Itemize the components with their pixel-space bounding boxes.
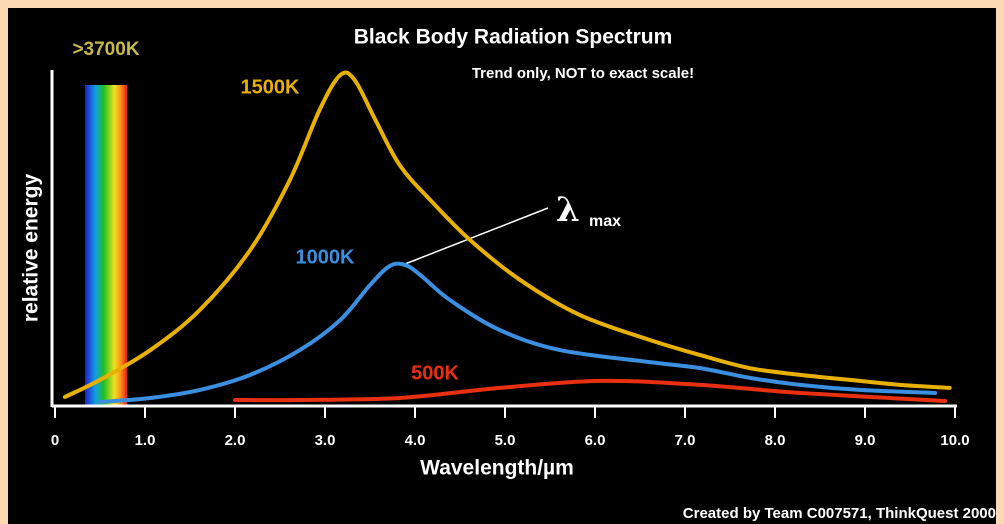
series-label: 1000K	[296, 246, 355, 268]
credit: Created by Team C007571, ThinkQuest 2000	[683, 505, 996, 522]
curve	[62, 70, 952, 399]
series-label: 1500K	[241, 76, 300, 98]
x-tick-label: 8.0	[765, 432, 786, 449]
x-axis-label: Wavelength/µm	[420, 457, 574, 480]
x-tick-label: 9.0	[855, 432, 876, 449]
chart-title: Black Body Radiation Spectrum	[354, 26, 673, 49]
y-axis-label: relative energy	[20, 174, 43, 323]
x-tick-label: 2.0	[225, 432, 246, 449]
x-tick-label: 3.0	[315, 432, 336, 449]
x-tick-label: 4.0	[405, 432, 426, 449]
x-tick-label: 10.0	[940, 432, 969, 449]
series-label: 500K	[411, 362, 459, 384]
visible-spectrum	[85, 85, 127, 405]
x-tick-label: 5.0	[495, 432, 516, 449]
x-tick-label: 1.0	[135, 432, 156, 449]
x-tick-label: 0	[51, 432, 59, 449]
curve	[233, 378, 948, 403]
curve	[98, 261, 938, 404]
lambda-symbol: λ	[556, 190, 580, 230]
spectrum-label: >3700K	[72, 39, 139, 60]
lambda-max-pointer	[404, 207, 549, 265]
x-tick-label: 7.0	[675, 432, 696, 449]
lambda-subscript: max	[589, 213, 621, 230]
chart-subtitle: Trend only, NOT to exact scale!	[472, 65, 694, 82]
x-tick-label: 6.0	[585, 432, 606, 449]
